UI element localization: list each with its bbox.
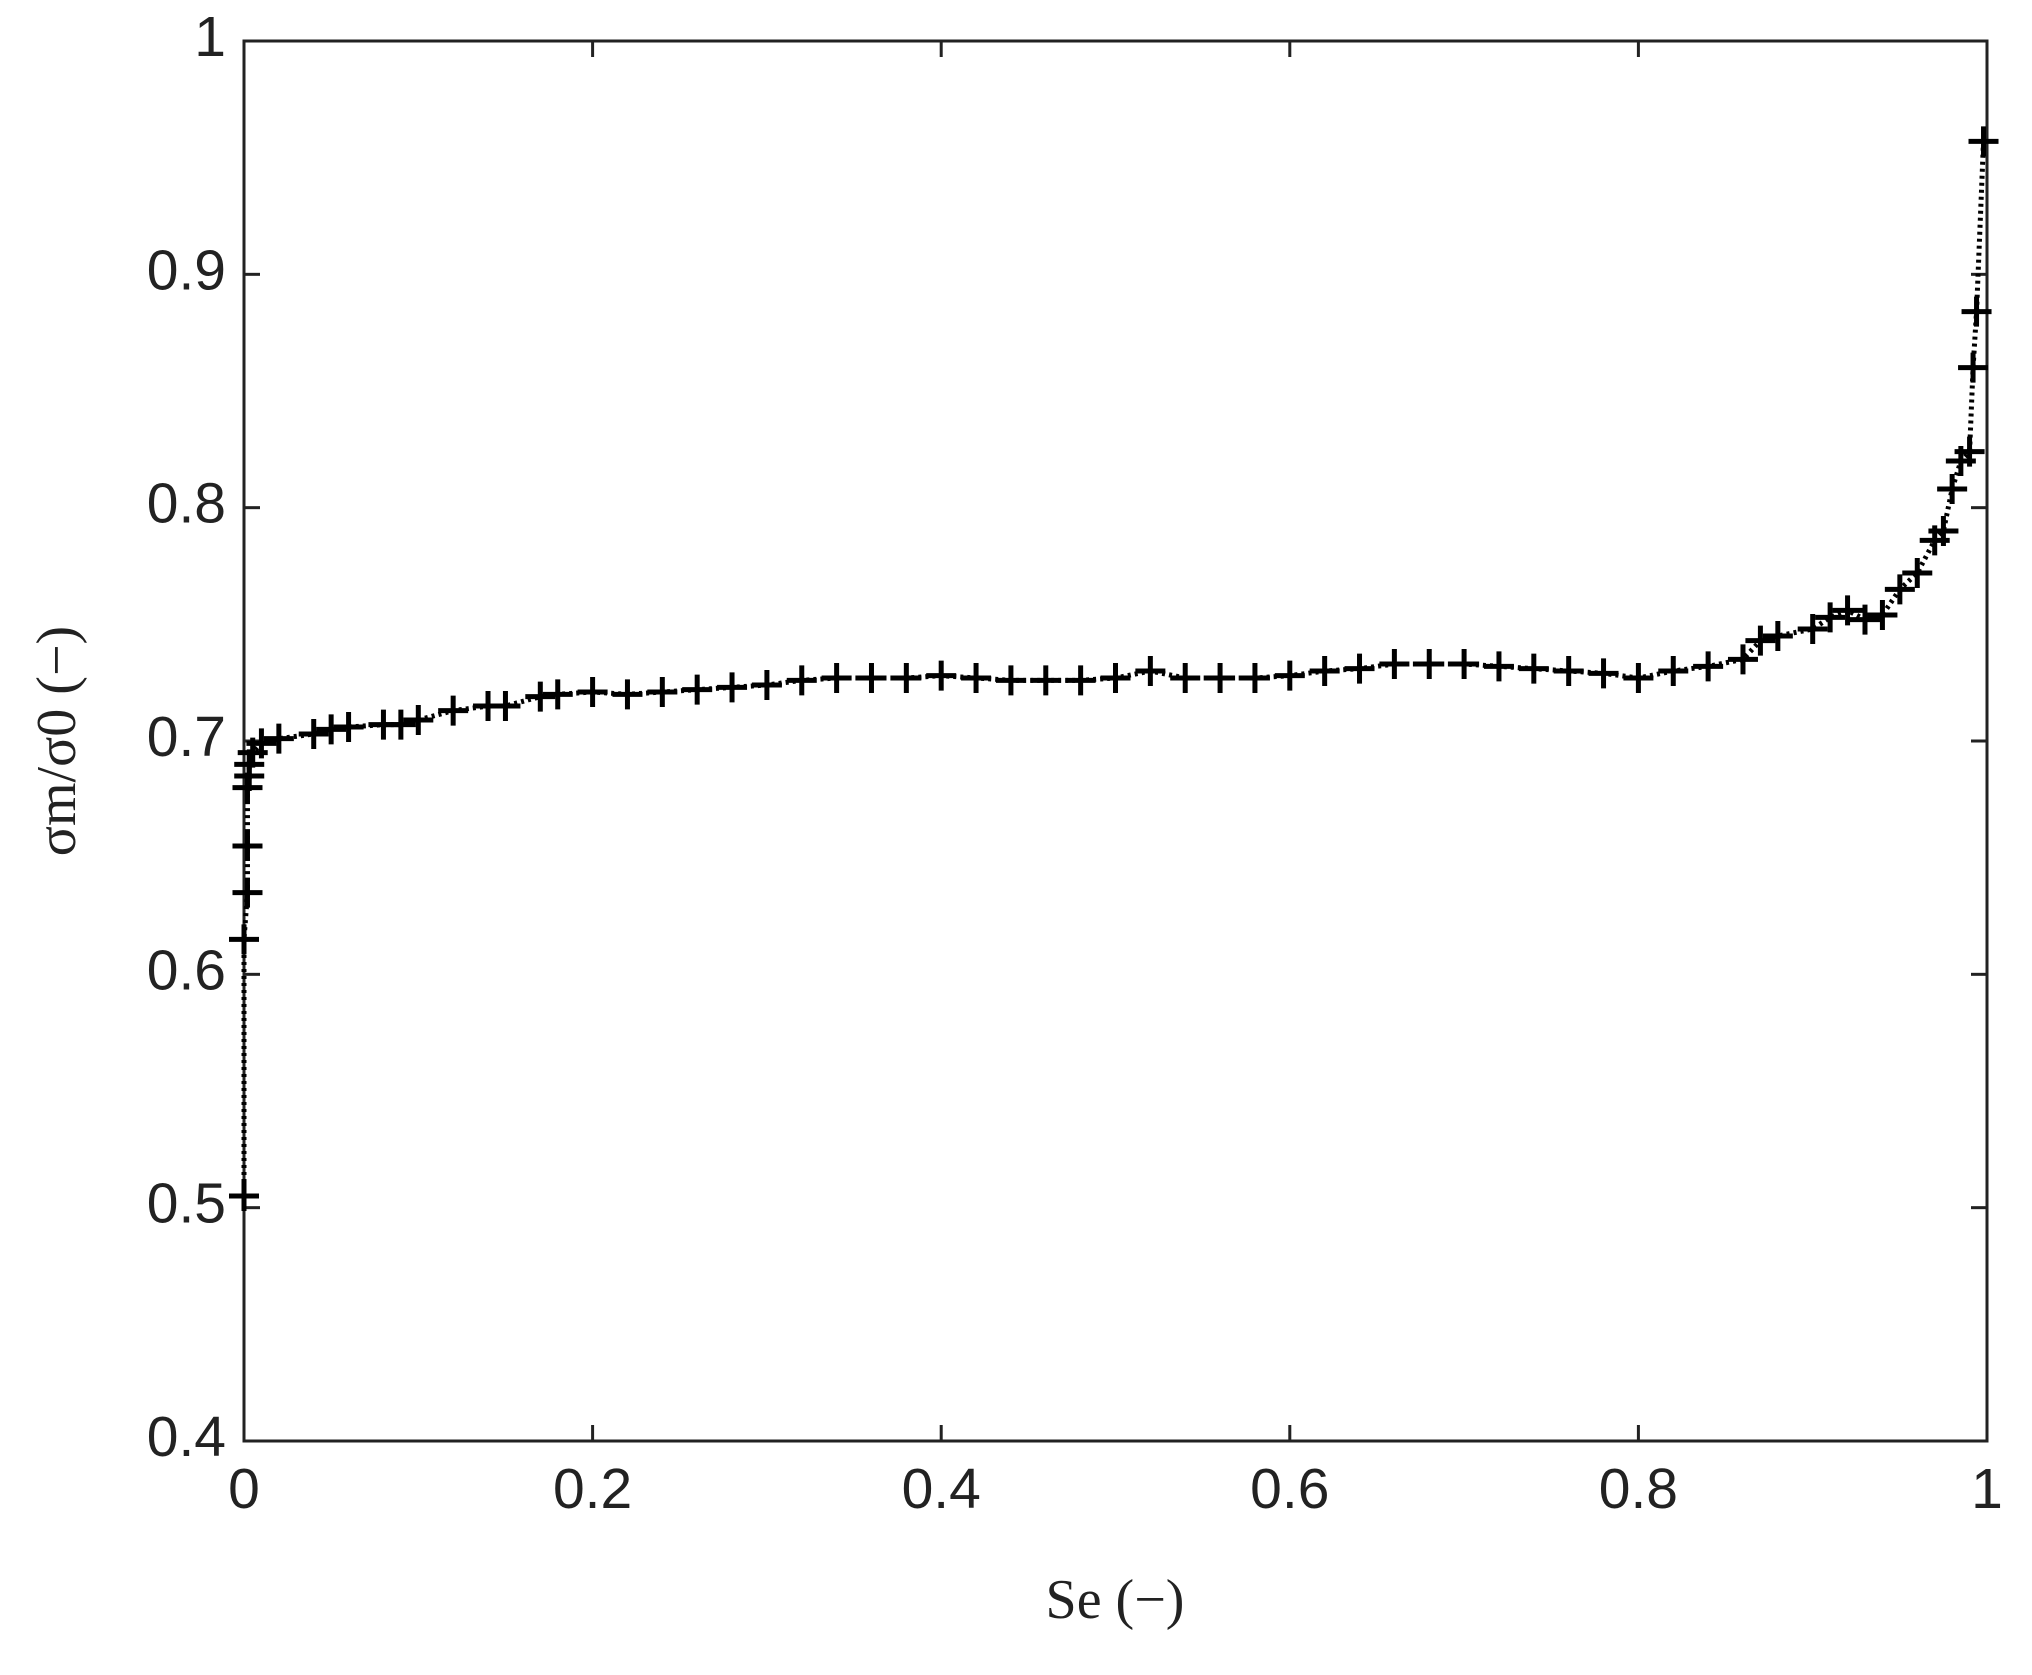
data-point — [1849, 604, 1880, 635]
y-axis-title: σm/σ0 (−) — [26, 626, 88, 856]
data-point — [1379, 649, 1410, 679]
data-point — [438, 695, 469, 726]
data-point — [1274, 660, 1305, 691]
data-point — [1623, 663, 1654, 693]
data-point — [1344, 653, 1375, 684]
data-point — [298, 719, 329, 749]
data-point — [1065, 665, 1096, 696]
y-tick-label: 0.6 — [147, 938, 226, 1002]
data-point — [1968, 126, 1999, 157]
data-point — [1815, 602, 1846, 633]
data-point — [786, 665, 817, 696]
x-axis-title: Se (−) — [1046, 1569, 1185, 1631]
x-tick-label: 0.6 — [1250, 1457, 1329, 1521]
data-point — [1414, 649, 1445, 679]
data-point — [1762, 621, 1793, 651]
y-tick-label: 0.4 — [147, 1405, 226, 1469]
data-point — [1884, 574, 1915, 605]
data-point — [1961, 296, 1992, 327]
data-point — [1832, 595, 1863, 626]
data-point — [1449, 649, 1480, 679]
data-point — [1727, 644, 1758, 675]
data-point — [751, 670, 782, 700]
y-tick-label: 0.8 — [147, 472, 226, 536]
data-point — [612, 679, 643, 710]
y-tick-label: 0.9 — [147, 238, 226, 302]
data-point — [961, 663, 992, 693]
data-point — [1100, 663, 1131, 693]
data-point — [1797, 614, 1828, 644]
y-tick-label: 1 — [194, 5, 226, 69]
x-tick-label: 0.8 — [1599, 1457, 1678, 1521]
data-point — [717, 672, 748, 703]
data-point — [263, 723, 294, 754]
data-point — [1309, 656, 1340, 686]
plot-frame — [242, 39, 1989, 1443]
data-point — [1553, 656, 1584, 686]
data-point — [1170, 663, 1201, 693]
data-point — [1867, 600, 1898, 630]
data-point — [856, 663, 887, 693]
data-point — [577, 677, 608, 707]
data-point — [821, 663, 852, 693]
data-point — [891, 663, 922, 693]
data-point — [246, 728, 277, 759]
y-tick-label: 0.5 — [147, 1172, 226, 1236]
data-point — [1902, 558, 1933, 588]
data-point — [1588, 658, 1619, 689]
x-tick-label: 0.4 — [902, 1457, 981, 1521]
data-point — [1958, 352, 1989, 383]
data-point — [403, 705, 434, 735]
data-point — [1928, 516, 1959, 546]
y-tick-label: 0.7 — [147, 705, 226, 769]
data-point — [542, 679, 573, 710]
data-point — [682, 674, 713, 705]
data-point — [232, 877, 263, 908]
data-point — [1483, 651, 1514, 682]
data-point — [1937, 474, 1968, 504]
x-tick-label: 1 — [1971, 1457, 2003, 1521]
data-point — [995, 665, 1026, 696]
data-point — [647, 677, 678, 707]
data-point — [1239, 663, 1270, 693]
data-point — [1518, 653, 1549, 684]
data-point — [1954, 436, 1985, 467]
data-point — [232, 831, 263, 861]
data-point — [1693, 651, 1724, 682]
data-point — [490, 691, 521, 721]
data-point — [926, 660, 957, 691]
data-point — [333, 712, 364, 742]
data-point — [1135, 656, 1166, 686]
data-point — [1205, 663, 1236, 693]
x-tick-label: 0 — [228, 1457, 260, 1521]
data-point — [229, 1181, 259, 1211]
x-tick-label: 0.2 — [553, 1457, 632, 1521]
data-point — [229, 924, 259, 955]
data-point — [1030, 665, 1061, 696]
data-point — [385, 709, 416, 740]
data-point — [1658, 656, 1689, 686]
data-point — [1745, 625, 1776, 656]
